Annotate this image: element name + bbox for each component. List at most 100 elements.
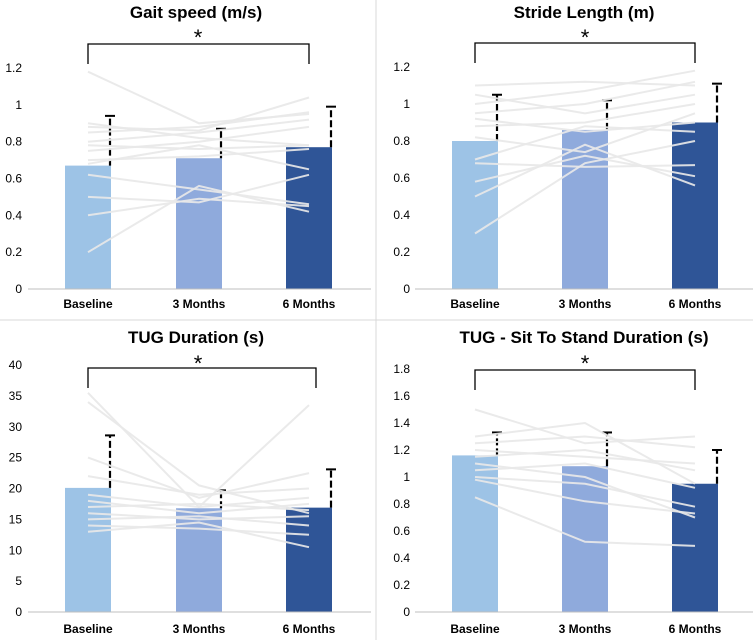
- x-tick-label: Baseline: [63, 622, 113, 636]
- participant-line: [87, 515, 310, 527]
- significance-bracket: [87, 367, 317, 388]
- panel-title: TUG Duration (s): [128, 328, 264, 347]
- y-tick-label: 5: [15, 574, 22, 588]
- y-tick-label: 0.4: [393, 551, 410, 565]
- x-tick-label: Baseline: [63, 297, 113, 311]
- significance-bracket: [474, 369, 696, 390]
- bar: [562, 129, 608, 289]
- x-tick-label: 6 Months: [283, 297, 336, 311]
- y-tick-label: 0.8: [5, 135, 22, 149]
- x-tick-label: 3 Months: [173, 297, 226, 311]
- x-tick-label: 6 Months: [669, 622, 722, 636]
- y-tick-label: 1: [403, 470, 410, 484]
- plot-area: 0 0.2 0.4 0.6 0.8 1 1.2: [5, 43, 371, 296]
- panel-tug-sit-to-stand: TUG - Sit To Stand Duration (s) * 0 0.2 0.…: [393, 328, 753, 636]
- y-tick-label: 30: [9, 420, 23, 434]
- panel-gait-speed: Gait speed (m/s) * 0 0.2 0.4 0.6 0.8 1 1.2 Bas…: [5, 3, 371, 311]
- plot-area: 0 5 10 15 20 25 30 35 40: [9, 358, 371, 619]
- participant-line: [87, 499, 310, 515]
- participant-line: [87, 173, 310, 206]
- panel-stride-length: Stride Length (m) * 0 0.2 0.4 0.6 0.8 1 1.2 Ba…: [393, 3, 753, 311]
- panel-title: TUG - Sit To Stand Duration (s): [460, 328, 709, 347]
- y-tick-label: 1: [15, 98, 22, 112]
- y-tick-label: 0: [15, 282, 22, 296]
- y-tick-label: 0.6: [393, 524, 410, 538]
- significance-bracket: [87, 43, 310, 64]
- panel-title: Gait speed (m/s): [130, 3, 262, 22]
- significance-star: *: [581, 25, 590, 50]
- y-tick-label: 40: [9, 358, 23, 372]
- plot-area: 0 0.2 0.4 0.6 0.8 1 1.2: [393, 42, 753, 296]
- participant-line: [87, 392, 310, 509]
- y-tick-label: 0.2: [5, 245, 22, 259]
- participant-line: [474, 435, 696, 449]
- bar: [562, 466, 608, 612]
- participant-line: [474, 80, 696, 87]
- y-tick-label: 0.8: [393, 497, 410, 511]
- x-tick-label: 3 Months: [559, 297, 612, 311]
- participant-line: [87, 524, 310, 536]
- y-tick-label: 0.2: [393, 245, 410, 259]
- bar: [65, 487, 111, 612]
- participant-line: [87, 521, 310, 549]
- x-tick-label: Baseline: [450, 297, 500, 311]
- bar: [452, 455, 498, 612]
- y-tick-label: 0.4: [393, 208, 410, 222]
- significance-bracket: [474, 42, 696, 63]
- participant-line: [87, 456, 310, 499]
- participant-line: [474, 476, 696, 508]
- panel-tug-duration: TUG Duration (s) * 0 5 10 15 20 25 30 35 40 Base…: [9, 328, 371, 636]
- y-tick-label: 0: [403, 282, 410, 296]
- participant-line: [474, 449, 696, 465]
- y-tick-label: 0.6: [393, 171, 410, 185]
- panel-title: Stride Length (m): [514, 3, 655, 22]
- x-tick-label: Baseline: [450, 622, 500, 636]
- y-tick-label: 1: [403, 97, 410, 111]
- x-tick-label: 3 Months: [559, 622, 612, 636]
- y-tick-label: 1.2: [393, 60, 410, 74]
- participant-line: [474, 421, 696, 485]
- bar: [176, 158, 222, 289]
- y-tick-label: 1.2: [5, 61, 22, 75]
- y-tick-label: 1.2: [393, 443, 410, 457]
- participant-line: [474, 103, 696, 128]
- participant-line: [474, 93, 696, 115]
- participant-line: [87, 122, 310, 147]
- y-tick-label: 0.4: [5, 208, 22, 222]
- participant-line: [474, 69, 696, 105]
- x-tick-label: 6 Months: [283, 622, 336, 636]
- participant-line: [87, 475, 310, 496]
- x-tick-label: 6 Months: [669, 297, 722, 311]
- participant-line: [474, 478, 696, 515]
- y-tick-label: 0.6: [5, 172, 22, 186]
- participant-line: [87, 70, 310, 125]
- participant-line: [474, 496, 696, 547]
- bar: [452, 141, 498, 289]
- y-tick-label: 35: [9, 389, 23, 403]
- participant-line: [474, 143, 696, 198]
- plot-area: 0 0.2 0.4 0.6 0.8 1 1.2 1.4 1.6 1.8: [393, 362, 753, 619]
- bar: [65, 165, 111, 289]
- participant-line: [474, 154, 696, 183]
- participant-line: [474, 117, 696, 133]
- significance-star: *: [581, 351, 590, 376]
- significance-star: *: [194, 351, 203, 376]
- participant-line: [87, 96, 310, 132]
- participant-line: [87, 512, 310, 521]
- participant-line: [87, 401, 310, 515]
- participant-line: [474, 80, 696, 115]
- participant-line: [87, 173, 310, 204]
- y-tick-label: 0: [403, 605, 410, 619]
- participant-line: [87, 148, 310, 162]
- y-tick-label: 1.4: [393, 416, 410, 430]
- participant-line: [87, 144, 310, 171]
- participant-line: [474, 462, 696, 519]
- participant-line: [87, 125, 310, 152]
- participant-line: [87, 197, 310, 217]
- y-tick-label: 15: [9, 512, 23, 526]
- y-tick-label: 0: [15, 605, 22, 619]
- participant-line: [474, 162, 696, 168]
- y-tick-label: 25: [9, 451, 23, 465]
- participant-line: [87, 118, 310, 143]
